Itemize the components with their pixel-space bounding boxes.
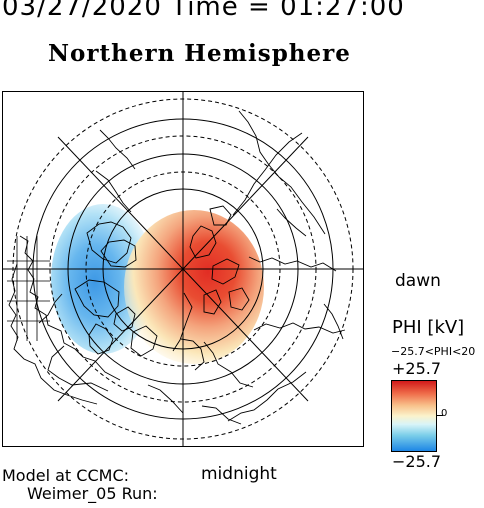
midnight-label: midnight [201,464,277,484]
phi-range-label: −25.7<PHI<20 [391,345,476,358]
colorbar-zero-label: 0 [441,408,448,419]
dawn-label: dawn [395,271,441,291]
phi-label: PHI [kV] [392,317,465,338]
model-line: Model at CCMC: [2,466,129,485]
date-time-header: 03/27/2020 Time = 01:27:00 [2,0,405,22]
page-title: Northern Hemisphere [48,40,351,67]
positive-cell [124,210,264,364]
coastlines [8,110,346,425]
meridian-lines [2,91,364,447]
colorbar-min-label: −25.7 [392,452,442,471]
negative-cell [51,204,155,354]
potential-pattern [51,204,264,364]
colorbar [391,380,437,452]
colorbar-zero-tick [437,415,443,416]
hemisphere-map [2,91,364,447]
region-grid [7,236,50,341]
run-line: Weimer_05 Run: [27,484,158,503]
colorbar-max-label: +25.7 [392,359,442,378]
